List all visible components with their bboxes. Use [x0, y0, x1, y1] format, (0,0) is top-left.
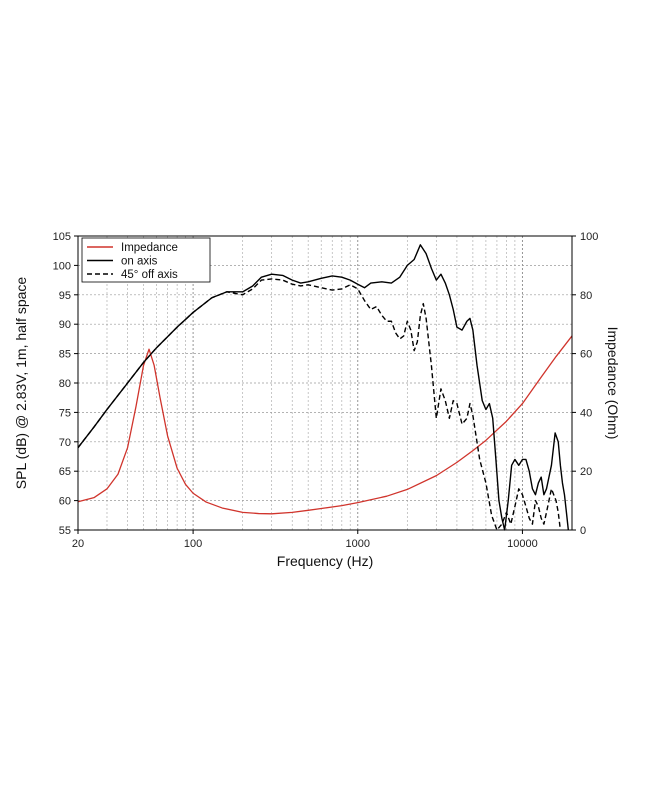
y-tick-label: 55 [59, 525, 71, 537]
y-tick-label: 70 [59, 437, 71, 449]
y-tick-label: 105 [53, 231, 71, 243]
x-axis-title: Frequency (Hz) [277, 553, 373, 569]
y2-tick-label: 20 [580, 466, 592, 478]
x-tick-label: 20 [72, 538, 84, 550]
series-line-on-axis [77, 244, 570, 531]
y2-tick-label: 40 [580, 407, 592, 419]
grid [78, 236, 572, 530]
y2-tick-label: 60 [580, 349, 592, 361]
y-tick-label: 60 [59, 496, 71, 508]
x-tick-label: 100 [184, 538, 202, 550]
y2-tick-label: 100 [580, 231, 598, 243]
y-tick-label: 100 [53, 260, 71, 272]
y2-axis-title: Impedance (Ohm) [605, 327, 621, 440]
y-tick-label: 80 [59, 378, 71, 390]
x-tick-label: 10000 [507, 538, 538, 550]
y-tick-label: 85 [59, 349, 71, 361]
legend-label-45-off-axis: 45° off axis [121, 269, 178, 281]
y2-tick-label: 80 [580, 290, 592, 302]
y-tick-label: 75 [59, 407, 71, 419]
legend: Impedance on axis 45° off axis [81, 237, 211, 283]
y-tick-label: 95 [59, 290, 71, 302]
y-tick-label: 90 [59, 319, 71, 331]
x-tick-label: 1000 [346, 538, 370, 550]
legend-label-on-axis: on axis [121, 256, 158, 268]
tick-labels: 105 100 95 90 85 80 75 70 65 60 55 100 80 60 40 20 0 20 10… [53, 231, 599, 550]
y-tick-label: 65 [59, 466, 71, 478]
series-line-45-off-axis [77, 278, 562, 531]
legend-label-impedance: Impedance [121, 242, 178, 254]
y-axis-title: SPL (dB) @ 2.83V, 1m, half space [13, 277, 29, 490]
series-lines [77, 244, 573, 531]
y2-tick-label: 0 [580, 525, 586, 537]
